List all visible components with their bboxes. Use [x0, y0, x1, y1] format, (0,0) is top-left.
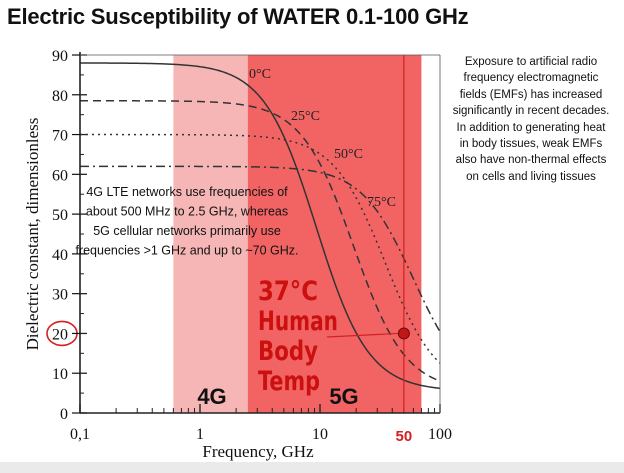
y-tick-label: 10	[52, 366, 68, 383]
curve-75C	[80, 165, 441, 333]
side-note-line: also have non-thermal effects	[455, 154, 607, 167]
y-tick-label: 30	[52, 287, 68, 304]
x-tick-label: 0,1	[70, 426, 90, 443]
body-temp-label-line: Body	[258, 336, 318, 367]
y-tick-label: 40	[52, 247, 68, 264]
curve-label: 25°C	[291, 109, 320, 124]
x-axis-title: Frequency, GHz	[202, 442, 314, 461]
band-4g	[173, 55, 248, 413]
y-tick-label: 90	[52, 48, 68, 65]
curve-50C	[80, 133, 441, 364]
side-note-line: In addition to generating heat	[456, 121, 606, 134]
y-axis-title: Dielectric constant, dimensionless	[23, 118, 42, 351]
x-highlight-label: 50	[396, 428, 413, 445]
band-label-5g: 5G	[329, 384, 358, 409]
band-note-line: 5G cellular networks primarily use	[93, 224, 281, 238]
body-temp-label-line: Temp	[258, 366, 320, 397]
side-note-line: Exposure to artificial radio	[464, 56, 598, 68]
y-tick-label: 60	[52, 167, 68, 184]
band-note-line: about 500 MHz to 2.5 GHz, whereas	[86, 205, 288, 219]
x-tick-label: 1	[196, 426, 204, 443]
y-tick-label: 70	[52, 128, 68, 145]
x-tick-label: 10	[312, 426, 328, 443]
dielectric-curves	[79, 62, 441, 390]
side-note-line: significantly in recent decades.	[452, 105, 610, 118]
band-note-line: frequencies >1 GHz and up to ~70 GHz.	[75, 244, 298, 258]
side-note-line: fields (EMFs) has increased	[459, 88, 603, 101]
curve-label: 75°C	[367, 195, 396, 210]
point-leader-line	[326, 332, 398, 338]
body-temp-label-line: Human	[258, 306, 338, 337]
y-tick-label-highlighted: 20	[52, 326, 68, 343]
curve-0C	[79, 62, 441, 390]
y-tick-label: 0	[60, 406, 68, 423]
y-tick-label: 80	[52, 88, 68, 105]
band-label-4g: 4G	[197, 384, 226, 409]
bottom-strip	[0, 462, 624, 473]
x-tick-label: 100	[428, 426, 452, 443]
body-temp-point	[397, 327, 410, 340]
side-note-line: in body tissues, weak EMFs	[459, 138, 603, 151]
side-note-line: on cells and living tissues	[466, 170, 596, 183]
curve-label: 50°C	[334, 147, 363, 162]
curve-label: 0°C	[249, 67, 271, 82]
body-temp-label-line: 37°C	[258, 276, 318, 307]
band-note-line: 4G LTE networks use frequencies of	[86, 185, 288, 199]
y-tick-label: 50	[52, 207, 68, 224]
chart-labels: 0°C 25°C 50°C 75°C 0 10 20 30 40 50 60 70 80 90 0,1 1 10…	[23, 48, 452, 461]
side-note: Exposure to artificial radio frequency e…	[452, 54, 610, 185]
axes	[79, 52, 441, 414]
chart-title: Electric Susceptibility of WATER 0.1-100…	[7, 4, 469, 29]
side-note-line: frequency electromagnetic	[463, 72, 599, 85]
